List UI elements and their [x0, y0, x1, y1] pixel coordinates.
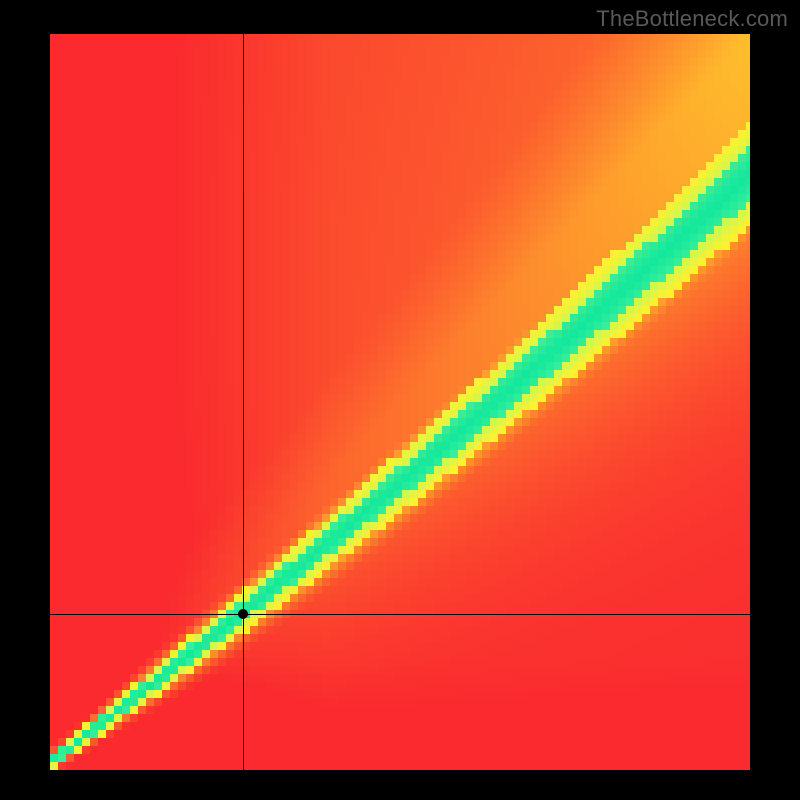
- heatmap-canvas: [50, 34, 750, 770]
- crosshair-horizontal: [50, 614, 750, 615]
- watermark-text: TheBottleneck.com: [596, 6, 788, 32]
- heatmap-plot-area: [50, 34, 750, 770]
- crosshair-marker-dot: [238, 609, 248, 619]
- crosshair-vertical: [243, 34, 244, 770]
